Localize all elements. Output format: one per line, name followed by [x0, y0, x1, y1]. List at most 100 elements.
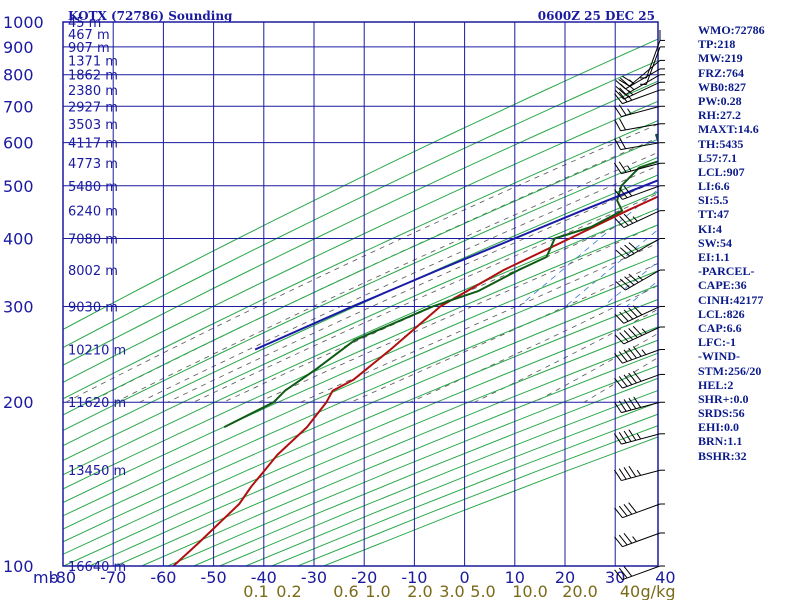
height-label: 907 m [68, 41, 110, 56]
sounding-index: LCL:826 [698, 306, 745, 321]
barb-half-flag [641, 328, 647, 334]
sounding-index: HEL:2 [698, 377, 734, 392]
wind-barb [614, 346, 665, 364]
plot-frame [62, 21, 659, 567]
barb-staff [623, 210, 661, 229]
wind-barb [615, 74, 665, 96]
barb-staff [622, 532, 661, 548]
barb-flag [615, 85, 626, 96]
barb-flag [618, 400, 627, 412]
wind-barb [639, 39, 665, 79]
barb-flag [623, 533, 633, 544]
height-label: 45 m [68, 16, 101, 31]
barb-flag [628, 429, 637, 441]
temperature-tick-label: -40 [251, 568, 277, 587]
barb-flag [618, 376, 628, 387]
mixing-ratio-label: 5.0 [470, 582, 495, 600]
barb-flag [623, 309, 634, 320]
sounding-index: SW:54 [698, 235, 733, 250]
barb-staff [622, 185, 661, 200]
barb-flag [623, 566, 633, 577]
sounding-index: BSHR:32 [698, 448, 747, 463]
barb-staff [625, 238, 661, 259]
sounding-indices: WMO:72786 TP:218 MW:219 FRZ:764 WB0:827 PW:0.… [698, 23, 798, 463]
dry-adiabat [63, 298, 658, 555]
temperature-tick-label: -20 [351, 568, 377, 587]
sounding-index: BRN:1.1 [698, 434, 743, 449]
pressure-tick-label: 900 [3, 38, 34, 57]
barb-staff [623, 81, 661, 100]
sounding-index: LI:6.6 [698, 179, 730, 194]
chart-datetime: 0600Z 25 DEC 25 [538, 9, 655, 23]
temperature-tick-label: 30 [605, 568, 625, 587]
temperature-tick-label: -60 [150, 568, 176, 587]
barb-flag [614, 119, 622, 131]
height-label: 7080 m [68, 232, 118, 247]
barb-staff [625, 74, 661, 96]
dewpoint-trace [223, 133, 658, 428]
barb-flag [618, 161, 627, 173]
barb-half-flag [628, 79, 635, 85]
barb-flag [618, 534, 628, 546]
wind-barb [614, 371, 665, 389]
barb-flag [614, 189, 623, 200]
barb-half-flag [627, 94, 633, 101]
height-label: 16640 m [68, 560, 126, 575]
temperature-tick-label: 40 [655, 568, 675, 587]
mixing-ratio-label: 3.0 [439, 582, 464, 600]
dry-adiabat [63, 120, 658, 400]
dry-adiabat [63, 191, 658, 462]
dry-adiabat [63, 284, 658, 543]
wind-barb [614, 502, 665, 519]
wind-barb [614, 210, 665, 229]
sounding-index: STM:256/20 [698, 363, 762, 378]
dry-adiabat [63, 100, 658, 383]
barb-flag [623, 430, 632, 442]
temperature-trace [172, 195, 658, 566]
temperature-tick-label: -80 [50, 568, 76, 587]
height-label: 9030 m [68, 300, 118, 315]
sounding-index: CAPE:36 [698, 278, 747, 293]
barb-flag [618, 468, 627, 480]
pressure-tick-label: 1000 [3, 13, 44, 32]
barb-flag [619, 311, 629, 322]
barb-staff [621, 469, 661, 482]
wind-barb [614, 89, 665, 105]
height-label: 467 m [68, 28, 110, 43]
mixing-ratio-label: 0.6 [333, 582, 358, 600]
dry-adiabat [89, 326, 658, 566]
height-label: 5480 m [68, 180, 118, 195]
wind-barb [615, 269, 665, 291]
dry-adiabat [63, 38, 658, 331]
barb-flag [618, 432, 627, 444]
barb-flag [623, 504, 633, 515]
barb-flag [632, 346, 642, 357]
barb-flag [619, 77, 631, 87]
barb-flag [628, 307, 638, 318]
pressure-tick-label: 300 [3, 297, 34, 316]
barb-flag [613, 433, 622, 445]
chart-lines [63, 22, 658, 566]
temperature-tick-label: -50 [201, 568, 227, 587]
parcel-trace [254, 179, 658, 351]
mixing-ratio-label: 40 [620, 582, 640, 600]
barb-staff [645, 40, 661, 79]
wind-barb [614, 565, 665, 581]
moist-adiabat [350, 262, 658, 403]
barb-half-flag [628, 85, 635, 91]
sounding-index: LFC:-1 [698, 335, 736, 350]
temperature-tick-label: 20 [555, 568, 575, 587]
barb-flag [623, 213, 634, 224]
pressure-tick-label: 200 [3, 393, 34, 412]
barb-staff [622, 565, 661, 581]
sounding-index: FRZ:764 [698, 65, 744, 80]
barb-flag [614, 218, 625, 228]
dry-adiabat [63, 239, 658, 504]
barb-flag [618, 104, 627, 116]
dry-adiabat [63, 156, 658, 432]
barb-flag [614, 89, 625, 100]
barb-staff [621, 105, 661, 118]
temperature-tick-label: -70 [100, 568, 126, 587]
